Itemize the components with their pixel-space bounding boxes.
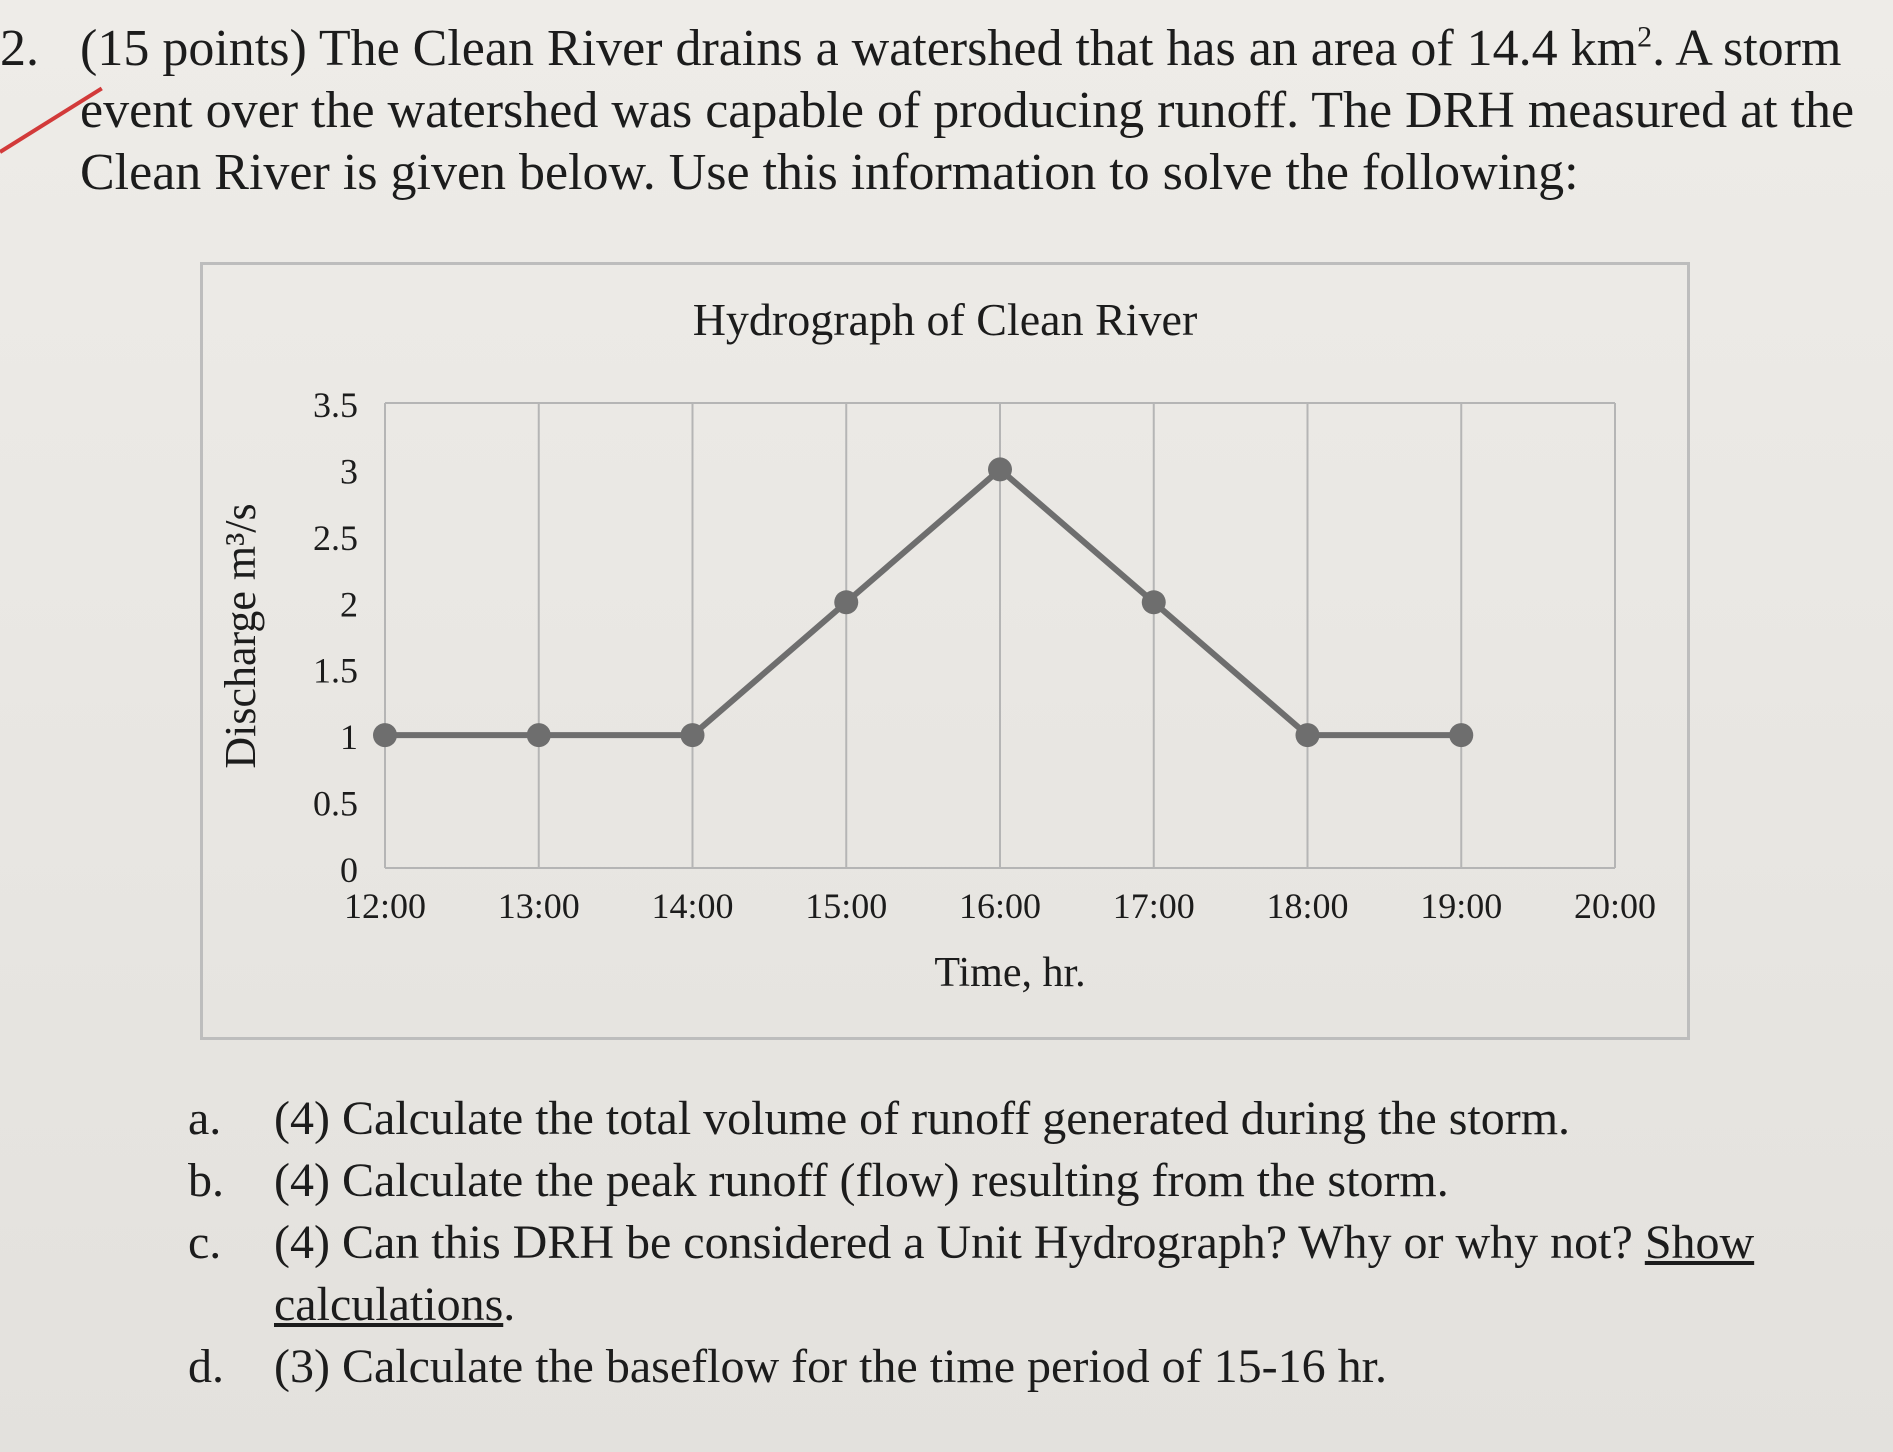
data-point xyxy=(373,723,397,748)
y-tick-label: 1 xyxy=(340,717,358,757)
y-tick-label: 2.5 xyxy=(313,518,358,558)
y-axis-label: Discharge m³/s xyxy=(216,503,265,768)
chart-grid xyxy=(384,402,1616,869)
y-axis-ticks: 0 0.5 1 1.5 2 2.5 3 3.5 xyxy=(313,385,358,890)
y-tick-label: 0.5 xyxy=(313,784,358,824)
data-point xyxy=(834,590,859,615)
chart-title: Hydrograph of Clean River xyxy=(693,294,1198,345)
data-point xyxy=(1449,723,1474,748)
y-tick-label: 3.5 xyxy=(313,385,358,425)
data-point xyxy=(680,723,705,748)
y-tick-label: 1.5 xyxy=(313,651,358,691)
data-point xyxy=(988,457,1012,482)
x-tick-label: 16:00 xyxy=(959,886,1041,926)
data-point xyxy=(1295,723,1320,748)
data-point xyxy=(526,723,551,748)
y-tick-label: 0 xyxy=(340,850,358,890)
series-points xyxy=(373,457,1474,748)
x-tick-label: 13:00 xyxy=(498,886,580,926)
x-tick-label: 12:00 xyxy=(344,886,426,926)
problem-line-1: (15 points) The Clean River drains a wat… xyxy=(80,20,1842,77)
x-tick-label: 19:00 xyxy=(1420,886,1502,926)
x-tick-label: 18:00 xyxy=(1266,886,1348,926)
x-axis-ticks: 12:00 13:00 14:00 15:00 16:00 17:00 18:00 19:00… xyxy=(344,886,1656,926)
problem-number: 2. xyxy=(0,20,39,77)
discharge-line xyxy=(385,466,1462,739)
hydrograph-chart-frame xyxy=(200,262,1690,1040)
underlined-calculations: calculations xyxy=(274,1278,504,1331)
x-tick-label: 15:00 xyxy=(805,886,887,926)
data-point xyxy=(1141,590,1166,615)
problem-line-2: event over the watershed was capable of … xyxy=(80,82,1855,139)
series-line xyxy=(385,466,1462,739)
x-axis-label: Time, hr. xyxy=(934,950,1085,996)
x-tick-label: 17:00 xyxy=(1113,886,1195,926)
problem-line-3: Clean River is given below. Use this inf… xyxy=(80,144,1579,201)
x-tick-label: 20:00 xyxy=(1574,886,1656,926)
x-tick-label: 14:00 xyxy=(651,886,733,926)
underlined-show: Show xyxy=(1644,1216,1755,1269)
y-tick-label: 3 xyxy=(340,451,358,491)
y-tick-label: 2 xyxy=(340,584,358,624)
